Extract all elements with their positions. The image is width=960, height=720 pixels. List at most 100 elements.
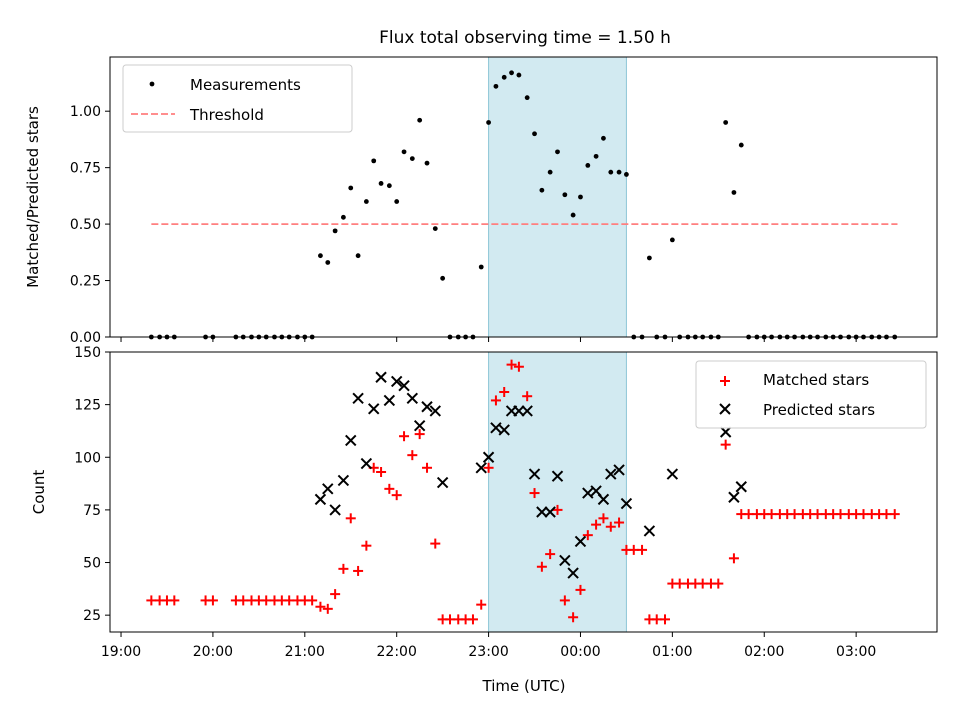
predicted-star-point	[536, 506, 548, 518]
legend-label-matched: Matched stars	[763, 371, 869, 389]
legend-label-threshold: Threshold	[189, 106, 264, 124]
matched-star-point	[330, 589, 341, 600]
matched-star-point	[559, 595, 570, 606]
predicted-star-point	[728, 491, 740, 503]
x-tick-label: 01:00	[652, 644, 692, 660]
matched-star-point	[728, 553, 739, 564]
predicted-star-point	[551, 470, 564, 482]
predicted-star-point	[597, 493, 610, 506]
measurement-point	[401, 149, 407, 155]
series-predicted-stars	[314, 371, 747, 579]
matched-star-point	[483, 462, 494, 473]
predicted-star-point	[314, 493, 327, 506]
measurement-point	[646, 255, 652, 261]
y-tick-label: 0.25	[70, 274, 101, 290]
measurement-point	[570, 212, 576, 218]
predicted-star-point	[528, 468, 541, 480]
predicted-star-point	[574, 535, 587, 548]
predicted-star-point	[735, 481, 747, 493]
matched-star-point	[568, 612, 579, 623]
matched-star-point	[476, 599, 487, 610]
predicted-star-point	[567, 567, 579, 579]
predicted-star-point	[559, 554, 571, 567]
predicted-star-point	[329, 504, 341, 516]
predicted-star-point	[643, 525, 656, 537]
bottom-panel: 25 50 75 100 125 150 19:00 20:00 21:00 22:00 23:00…	[30, 345, 938, 660]
y-axis-label: Count	[30, 470, 48, 515]
y-tick-label: 0.00	[70, 330, 101, 346]
matched-star-point	[307, 595, 318, 606]
measurement-point	[325, 260, 331, 265]
predicted-star-point	[490, 422, 502, 434]
predicted-star-point	[421, 401, 433, 413]
measurement-point	[318, 253, 323, 259]
predicted-star-point	[544, 506, 556, 518]
matched-star-point	[614, 517, 625, 528]
matched-star-point	[338, 563, 349, 574]
x-tick-label: 00:00	[560, 644, 600, 660]
measurement-point	[363, 199, 369, 204]
measurement-point	[493, 83, 499, 89]
matched-star-point	[361, 540, 372, 551]
measurement-point	[593, 153, 599, 159]
measurement-point	[478, 264, 484, 270]
legend-matched-marker	[720, 376, 730, 386]
legend-measurement-marker	[149, 81, 155, 87]
measurement-point	[601, 135, 606, 141]
matched-star-point	[889, 509, 900, 520]
matched-star-point	[591, 519, 602, 530]
measurement-point	[432, 226, 438, 232]
matched-star-point	[391, 490, 402, 501]
y-tick-label: 100	[74, 450, 101, 466]
matched-star-point	[353, 565, 364, 576]
measurement-point	[669, 237, 675, 243]
measurement-point	[486, 120, 491, 125]
matched-star-point	[430, 538, 441, 549]
x-tick-label: 19:00	[101, 644, 141, 660]
y-tick-label: 75	[83, 503, 101, 519]
series-matched-stars	[146, 359, 900, 625]
matched-star-point	[513, 361, 524, 372]
matched-star-point	[605, 521, 616, 532]
predicted-star-point	[429, 405, 441, 417]
matched-star-point	[376, 467, 387, 477]
legend: Matched stars Predicted stars	[695, 360, 927, 429]
measurement-point	[547, 169, 553, 175]
matched-star-point	[506, 359, 517, 370]
measurement-point	[355, 253, 361, 259]
legend-frame	[695, 360, 927, 429]
measurement-point	[417, 117, 423, 123]
predicted-star-point	[475, 462, 487, 474]
matched-star-point	[207, 595, 218, 606]
measurement-point	[371, 158, 377, 164]
predicted-star-point	[666, 468, 679, 480]
matched-star-point	[637, 544, 648, 555]
measurement-point	[394, 199, 400, 204]
measurement-point	[516, 72, 522, 78]
matched-star-point	[407, 450, 418, 461]
predicted-star-point	[337, 474, 350, 487]
measurement-point	[386, 183, 392, 189]
predicted-star-point	[322, 483, 334, 495]
measurement-point	[723, 120, 729, 125]
measurement-point	[524, 95, 530, 101]
measurement-point	[340, 214, 346, 220]
predicted-star-point	[375, 371, 387, 383]
measurement-point	[532, 131, 537, 137]
y-tick-label: 125	[74, 398, 101, 414]
measurement-point	[409, 156, 415, 162]
predicted-star-point	[368, 403, 380, 415]
predicted-star-point	[582, 487, 594, 499]
measurement-point	[440, 275, 446, 281]
matched-star-point	[499, 387, 510, 397]
top-panel: 0.00 0.25 0.50 0.75 1.00 Matched/Predicted st…	[24, 56, 938, 346]
predicted-star-point	[398, 379, 410, 392]
legend-predicted-marker	[719, 403, 731, 415]
matched-star-point	[529, 488, 540, 499]
measurement-point	[624, 172, 629, 177]
predicted-star-point	[498, 424, 510, 436]
x-tick-label: 22:00	[377, 644, 417, 660]
y-tick-label: 0.50	[70, 217, 101, 233]
measurement-point	[608, 169, 614, 175]
measurement-point	[501, 74, 507, 80]
